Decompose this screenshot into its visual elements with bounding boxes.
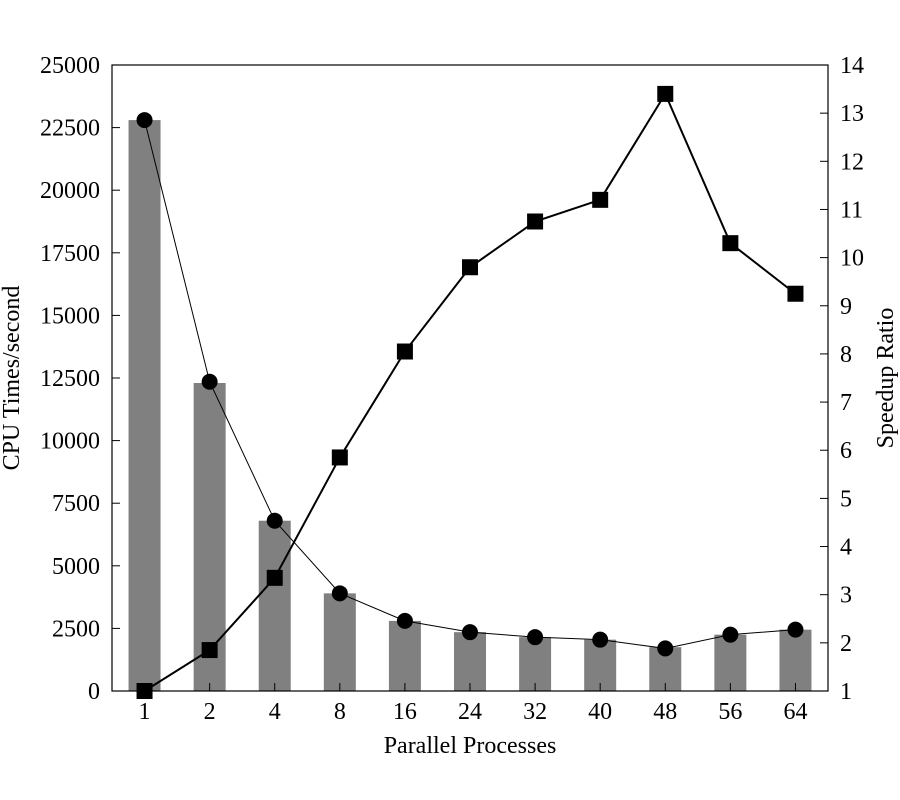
- circle-marker-2: [201, 373, 218, 390]
- square-marker-40: [592, 191, 609, 208]
- bar-32: [519, 637, 552, 691]
- right-tick-label: 8: [840, 342, 852, 368]
- right-tick-label: 1: [840, 679, 852, 705]
- square-marker-64: [787, 285, 804, 302]
- x-tick-label: 4: [269, 699, 281, 725]
- circle-marker-24: [462, 624, 478, 641]
- bar-1: [128, 120, 161, 691]
- x-tick-label: 32: [523, 699, 547, 725]
- circle-marker-8: [331, 585, 348, 602]
- bar-8: [323, 593, 356, 691]
- right-tick-label: 14: [840, 53, 864, 79]
- bar-64: [779, 629, 812, 691]
- right-tick-label: 12: [840, 149, 864, 175]
- right-axis-label: Speedup Ratio: [873, 308, 899, 449]
- left-tick-label: 25000: [40, 53, 100, 79]
- x-tick-label: 16: [393, 699, 417, 725]
- square-marker-8: [331, 449, 348, 466]
- circle-marker-40: [592, 631, 609, 648]
- left-tick-label: 22500: [40, 116, 100, 142]
- square-marker-48: [657, 85, 674, 102]
- circle-marker-48: [657, 640, 674, 657]
- right-tick-label: 6: [840, 438, 852, 464]
- x-tick-label: 40: [588, 699, 612, 725]
- right-tick-label: 11: [840, 197, 863, 223]
- square-marker-4: [266, 569, 283, 586]
- bar-16: [388, 620, 421, 691]
- circle-marker-16: [396, 612, 413, 629]
- bar-series: [128, 120, 812, 691]
- square-marker-32: [527, 213, 544, 230]
- square-marker-2: [201, 642, 218, 659]
- x-axis-ticks: 1 2 4 8 16 24 32 40 48 56 64: [139, 683, 807, 725]
- x-tick-label: 56: [718, 699, 742, 725]
- left-tick-label: 10000: [40, 429, 100, 455]
- x-axis-label: Parallel Processes: [384, 733, 557, 759]
- right-tick-label: 10: [840, 246, 864, 272]
- left-tick-label: 2500: [52, 616, 100, 642]
- right-tick-label: 7: [840, 390, 852, 416]
- right-tick-label: 13: [840, 101, 864, 127]
- line-series: [136, 85, 804, 699]
- x-tick-label: 2: [204, 699, 216, 725]
- left-tick-label: 15000: [40, 303, 100, 329]
- circle-marker-64: [787, 621, 804, 638]
- left-tick-label: 12500: [40, 366, 100, 392]
- x-tick-label: 8: [334, 699, 346, 725]
- left-tick-label: 0: [88, 679, 100, 705]
- bar-56: [714, 634, 747, 691]
- left-tick-label: 17500: [40, 241, 100, 267]
- square-marker-24: [462, 259, 478, 276]
- left-tick-label: 20000: [40, 178, 100, 204]
- right-tick-label: 5: [840, 486, 852, 512]
- left-tick-label: 7500: [52, 491, 100, 517]
- right-tick-label: 3: [840, 583, 852, 609]
- square-marker-16: [396, 343, 413, 360]
- x-tick-label: 48: [653, 699, 677, 725]
- x-tick-label: 64: [783, 699, 807, 725]
- bar-40: [584, 639, 617, 691]
- x-tick-label: 1: [139, 699, 151, 725]
- x-tick-label: 24: [458, 699, 482, 725]
- left-tick-label: 5000: [52, 554, 100, 580]
- left-axis-label: CPU Times/second: [0, 286, 25, 471]
- square-marker-56: [722, 235, 739, 252]
- bar-4: [258, 520, 291, 691]
- right-tick-label: 9: [840, 294, 852, 320]
- circle-marker-56: [722, 626, 739, 643]
- circle-marker-32: [527, 629, 544, 646]
- right-tick-label: 2: [840, 631, 852, 657]
- circle-marker-4: [266, 512, 283, 529]
- circle-marker-1: [136, 112, 153, 129]
- right-tick-label: 4: [840, 535, 852, 561]
- left-axis-ticks: 0 2500 5000 7500 10000 12500 15000 17500 20000 22…: [40, 53, 120, 705]
- bar-24: [454, 632, 486, 691]
